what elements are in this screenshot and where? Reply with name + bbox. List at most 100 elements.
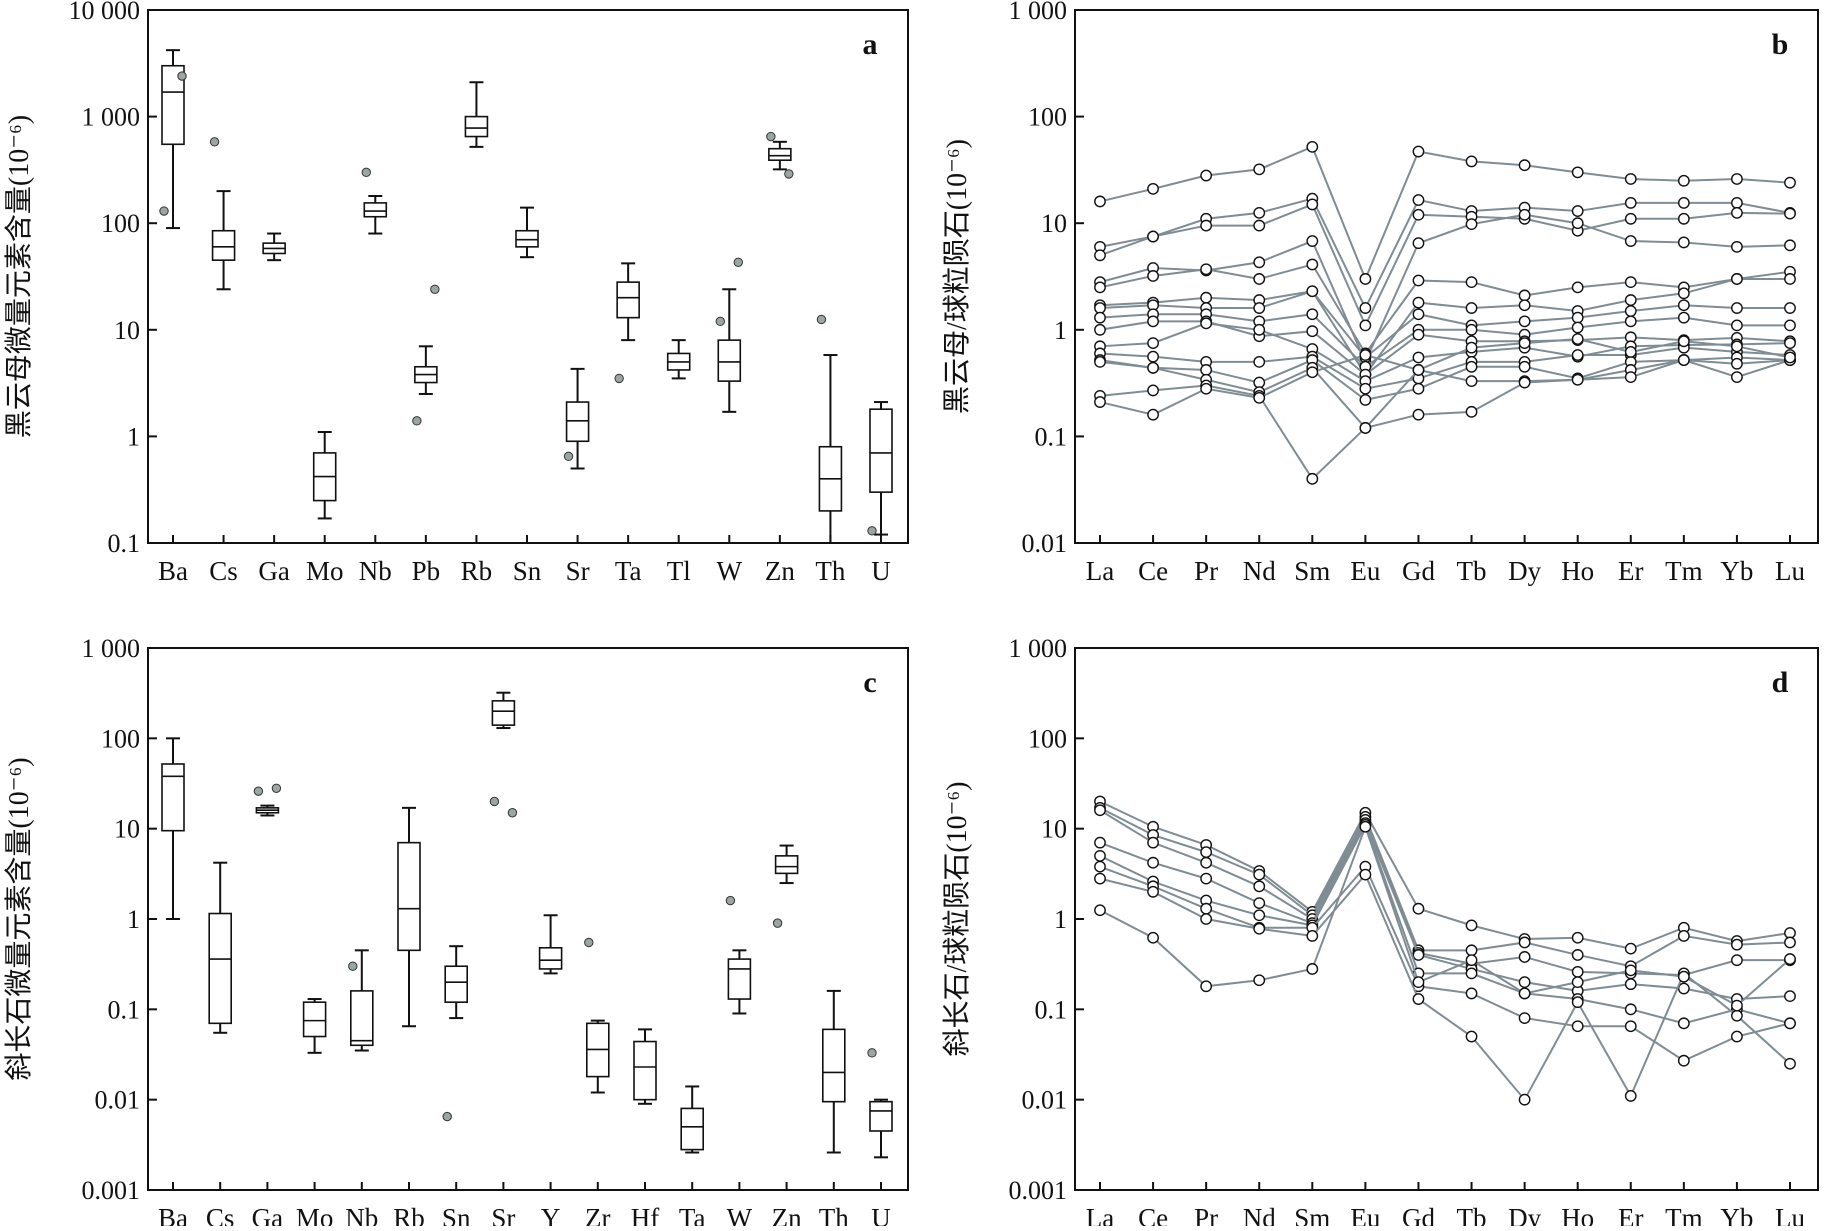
data-point [1465, 155, 1478, 168]
series-line [1099, 346, 1791, 390]
panel-letter: b [1772, 28, 1789, 61]
ree-pattern-line [1094, 801, 1796, 973]
data-point [1677, 1054, 1690, 1067]
data-point [1094, 872, 1106, 885]
data-point [1784, 207, 1796, 220]
x-category-label: Nd [1243, 1203, 1276, 1226]
data-point [1518, 360, 1531, 373]
box-iqr [869, 408, 893, 493]
data-point [1147, 885, 1159, 898]
panel-b: 0.01 0.1 1 10 100 1 000 La Ce Pr Nd Sm Eu Gd Tb Dy Ho Er… [941, 0, 1819, 586]
x-category-label: Tb [1457, 1203, 1487, 1226]
outlier-point [867, 526, 877, 536]
x-category-label: Sn [513, 556, 542, 586]
series-line [1099, 359, 1791, 430]
data-point [1147, 182, 1159, 195]
data-point [1253, 868, 1266, 881]
series-line [1099, 213, 1791, 365]
y-tick-label: 0.1 [1035, 422, 1068, 451]
data-point [1784, 319, 1796, 332]
x-category-label: Dy [1508, 556, 1541, 586]
data-point [1518, 936, 1531, 949]
data-point [1094, 323, 1106, 336]
box-Zn [772, 844, 799, 928]
x-category-label: Cs [209, 556, 238, 586]
data-point [1465, 341, 1478, 354]
data-point [1677, 299, 1690, 312]
data-point [1624, 197, 1637, 209]
x-category-label: Zn [765, 556, 795, 586]
data-point [1094, 849, 1106, 862]
data-point [1412, 308, 1425, 321]
data-point [1094, 904, 1106, 917]
outlier-point [271, 783, 282, 793]
data-point [1094, 396, 1106, 408]
data-point [1253, 206, 1266, 219]
data-point [1359, 382, 1372, 395]
series-line [1099, 322, 1791, 383]
box-iqr [565, 401, 590, 443]
data-point [1094, 860, 1106, 873]
y-tick-label: 1 000 [1009, 0, 1068, 25]
outlier-point [584, 937, 594, 948]
x-category-label: Lu [1775, 1203, 1805, 1226]
data-point [1465, 276, 1478, 289]
data-point [1094, 195, 1106, 208]
data-point [1412, 208, 1425, 221]
outlier-point [361, 167, 371, 178]
series-line [1099, 872, 1791, 1102]
ree-pattern-line [1094, 868, 1796, 1106]
box-iqr [680, 1107, 705, 1151]
series-line [1099, 823, 1791, 1007]
data-point [1147, 270, 1159, 282]
data-point [1677, 982, 1690, 995]
data-point [1518, 299, 1531, 312]
outlier-point [772, 918, 783, 928]
x-category-label: Tl [667, 556, 691, 586]
series-line [1099, 337, 1791, 416]
ree-pattern-line [1094, 804, 1796, 981]
data-point [1094, 302, 1106, 314]
data-point [1359, 820, 1372, 833]
data-point [1571, 217, 1584, 230]
data-point [1677, 197, 1690, 209]
box-Tl [666, 339, 691, 380]
data-point [1624, 371, 1637, 383]
data-point [1094, 836, 1106, 849]
x-category-label: Y [541, 1203, 561, 1226]
data-point [1200, 382, 1213, 395]
data-point [1200, 317, 1213, 330]
y-tick-label: 100 [101, 724, 140, 753]
data-point [1094, 804, 1106, 817]
data-point [1624, 294, 1637, 306]
data-point [1731, 371, 1743, 383]
data-point [1359, 349, 1372, 361]
data-point [1412, 993, 1425, 1005]
data-point [1200, 291, 1213, 304]
data-point [1518, 1093, 1531, 1106]
data-point [1677, 930, 1690, 942]
data-point [1200, 263, 1213, 276]
data-point [1571, 1020, 1584, 1033]
data-point [1784, 351, 1796, 364]
data-point [1624, 276, 1637, 289]
data-point [1359, 302, 1372, 314]
data-point [1253, 974, 1266, 987]
series-line [1099, 290, 1790, 359]
y-tick-label: 0.1 [1035, 995, 1068, 1024]
data-point [1677, 970, 1690, 983]
data-point [1412, 902, 1425, 915]
data-point [1731, 240, 1743, 253]
x-category-label: Hf [631, 1203, 660, 1226]
data-point [1094, 249, 1106, 262]
data-point [1253, 376, 1266, 389]
box-Nb [361, 167, 388, 235]
data-point [1518, 976, 1531, 989]
data-point [1624, 235, 1637, 247]
data-point [1784, 990, 1796, 1003]
box-iqr [821, 1028, 846, 1103]
data-point [1094, 281, 1106, 294]
data-point [1465, 919, 1478, 932]
data-point [1253, 922, 1266, 935]
data-point [1784, 337, 1796, 350]
